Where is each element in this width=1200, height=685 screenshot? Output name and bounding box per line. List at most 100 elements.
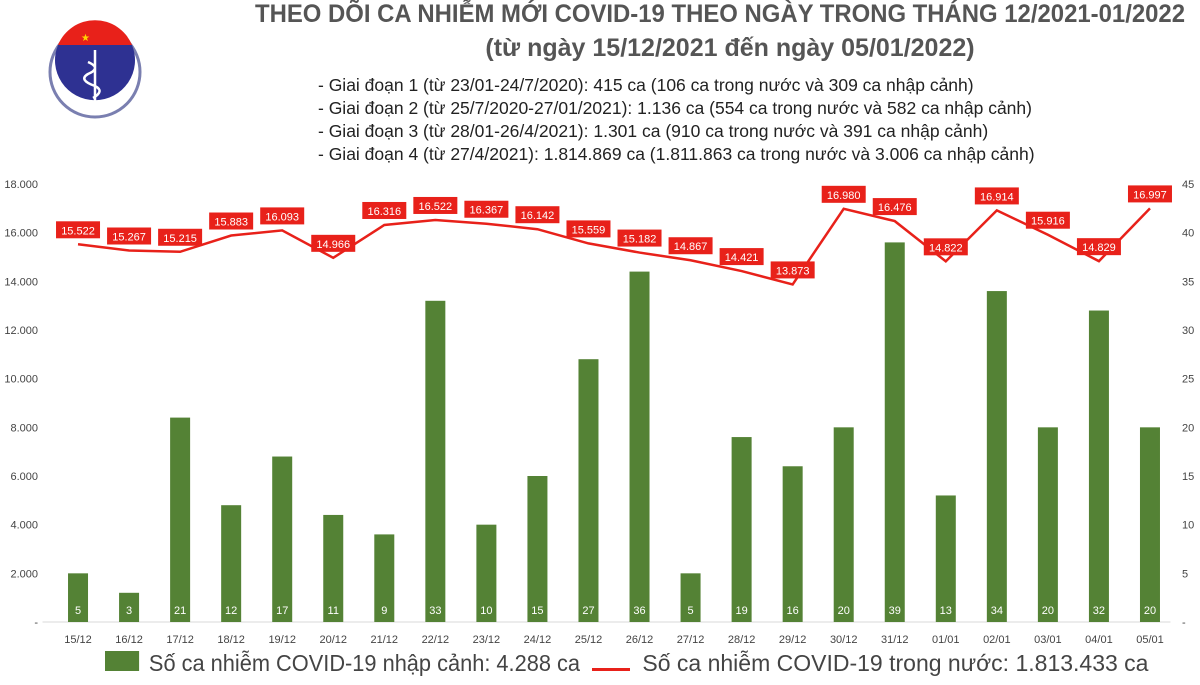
- y-right-tick-label: 10: [1182, 520, 1194, 532]
- line-data-label: 14.867: [674, 241, 708, 253]
- line-data-label-box: [158, 228, 203, 246]
- line-data-label-box: [209, 212, 254, 230]
- line-data-label-box: [515, 206, 560, 224]
- bar: [782, 466, 803, 622]
- bar-data-label: 19: [735, 605, 747, 617]
- line-data-label: 16.367: [470, 205, 504, 217]
- line-data-label: 16.997: [1133, 189, 1167, 201]
- bar-data-label: 27: [582, 605, 594, 617]
- x-tick-label: 25/12: [575, 634, 603, 646]
- line-data-label: 15.182: [623, 234, 657, 246]
- bar-data-label: 9: [381, 605, 387, 617]
- y-right-tick-label: 25: [1182, 374, 1194, 386]
- bar: [986, 291, 1007, 622]
- bar: [1139, 427, 1160, 622]
- line-data-label: 16.142: [521, 210, 555, 222]
- bar: [527, 476, 548, 622]
- bar-data-label: 20: [838, 605, 850, 617]
- bar: [68, 573, 89, 622]
- line-data-label-box: [821, 185, 866, 203]
- bar: [476, 524, 497, 622]
- y-right-tick-label: 45: [1182, 179, 1194, 191]
- bar: [578, 359, 599, 622]
- x-tick-label: 24/12: [524, 634, 552, 646]
- bar-data-label: 33: [429, 605, 441, 617]
- bar: [884, 242, 905, 622]
- legend-item-imported: Số ca nhiễm COVID-19 nhập cảnh: 4.288 ca: [105, 650, 580, 677]
- chart-subtitle: (từ ngày 15/12/2021 đến ngày 05/01/2022): [485, 34, 975, 62]
- y-left-tick-label: 18.000: [4, 179, 38, 191]
- bar-data-label: 20: [1144, 605, 1156, 617]
- svg-text:★: ★: [81, 33, 90, 44]
- bar-data-label: 10: [480, 605, 492, 617]
- line-data-label-box: [311, 234, 356, 252]
- line-data-label-box: [974, 187, 1019, 205]
- line-data-label: 15.522: [61, 225, 95, 237]
- bar-data-label: 5: [688, 605, 694, 617]
- bar: [374, 534, 395, 622]
- y-left-tick-label: 12.000: [4, 325, 38, 337]
- y-right-tick-label: 40: [1182, 228, 1194, 240]
- x-tick-label: 20/12: [319, 634, 347, 646]
- bar: [170, 417, 191, 622]
- line-data-label-box: [362, 201, 407, 219]
- bar: [119, 592, 140, 622]
- line-data-label-box: [566, 220, 611, 238]
- y-right-tick-label: 30: [1182, 325, 1194, 337]
- legend-label: Số ca nhiễm COVID-19 nhập cảnh: 4.288 ca: [148, 650, 580, 676]
- y-right-tick-label: 35: [1182, 276, 1194, 288]
- line-data-label: 14.829: [1082, 242, 1116, 254]
- y-left-tick-label: 8.000: [10, 422, 38, 434]
- line-data-label: 15.916: [1031, 216, 1065, 228]
- bar: [425, 300, 446, 622]
- bar: [272, 456, 293, 622]
- x-tick-label: 22/12: [422, 634, 450, 646]
- bar: [731, 437, 752, 622]
- y-left-tick-label: 4.000: [10, 520, 38, 532]
- legend-label: Số ca nhiễm COVID-19 trong nước: 1.813.4…: [642, 650, 1149, 676]
- x-tick-label: 21/12: [371, 634, 399, 646]
- legend-swatch-line: [592, 668, 630, 671]
- legend-swatch-bar: [105, 651, 140, 671]
- line-data-label: 15.883: [214, 217, 248, 229]
- bar-data-label: 32: [1093, 605, 1105, 617]
- line-data-label: 16.316: [367, 206, 401, 218]
- bar-data-label: 16: [787, 605, 799, 617]
- y-right-tick-label: -: [1182, 617, 1186, 629]
- line-data-label-box: [923, 238, 968, 256]
- line-data-label: 16.914: [980, 191, 1014, 203]
- x-tick-label: 01/01: [932, 634, 960, 646]
- y-left-tick-label: 6.000: [10, 471, 38, 483]
- bar: [680, 573, 701, 622]
- x-tick-label: 17/12: [166, 634, 194, 646]
- line-data-label: 16.093: [265, 211, 299, 223]
- line-data-label: 15.559: [572, 224, 606, 236]
- line-data-label: 15.215: [163, 233, 197, 245]
- line-data-label-box: [56, 221, 101, 239]
- line-data-label-box: [413, 196, 458, 214]
- logo: ★: [48, 20, 142, 119]
- chart-title: THEO DÕI CA NHIỄM MỚI COVID-19 THEO NGÀY…: [255, 0, 1185, 28]
- bar-data-label: 36: [633, 605, 645, 617]
- note: - Giai đoạn 1 (từ 23/01-24/7/2020): 415 …: [318, 75, 974, 95]
- line-data-label-box: [107, 227, 152, 245]
- bar: [833, 427, 854, 622]
- note: - Giai đoạn 4 (từ 27/4/2021): 1.814.869 …: [318, 144, 1035, 164]
- bar: [629, 271, 650, 622]
- line-data-label: 14.822: [929, 242, 963, 254]
- bar-data-label: 3: [126, 605, 132, 617]
- y-right-tick-label: 20: [1182, 422, 1194, 434]
- x-tick-label: 18/12: [217, 634, 245, 646]
- line-data-label-box: [770, 261, 815, 279]
- note: - Giai đoạn 2 (từ 25/7/2020-27/01/2021):…: [318, 98, 1032, 118]
- x-tick-label: 15/12: [64, 634, 92, 646]
- line-data-label: 15.267: [112, 232, 146, 244]
- line-data-label-box: [668, 237, 713, 255]
- x-tick-label: 02/01: [983, 634, 1011, 646]
- y-right-tick-label: 15: [1182, 471, 1194, 483]
- bar: [221, 505, 242, 622]
- bar-data-label: 39: [889, 605, 901, 617]
- line-data-label: 16.476: [878, 202, 912, 214]
- line-data-label: 14.421: [725, 252, 759, 264]
